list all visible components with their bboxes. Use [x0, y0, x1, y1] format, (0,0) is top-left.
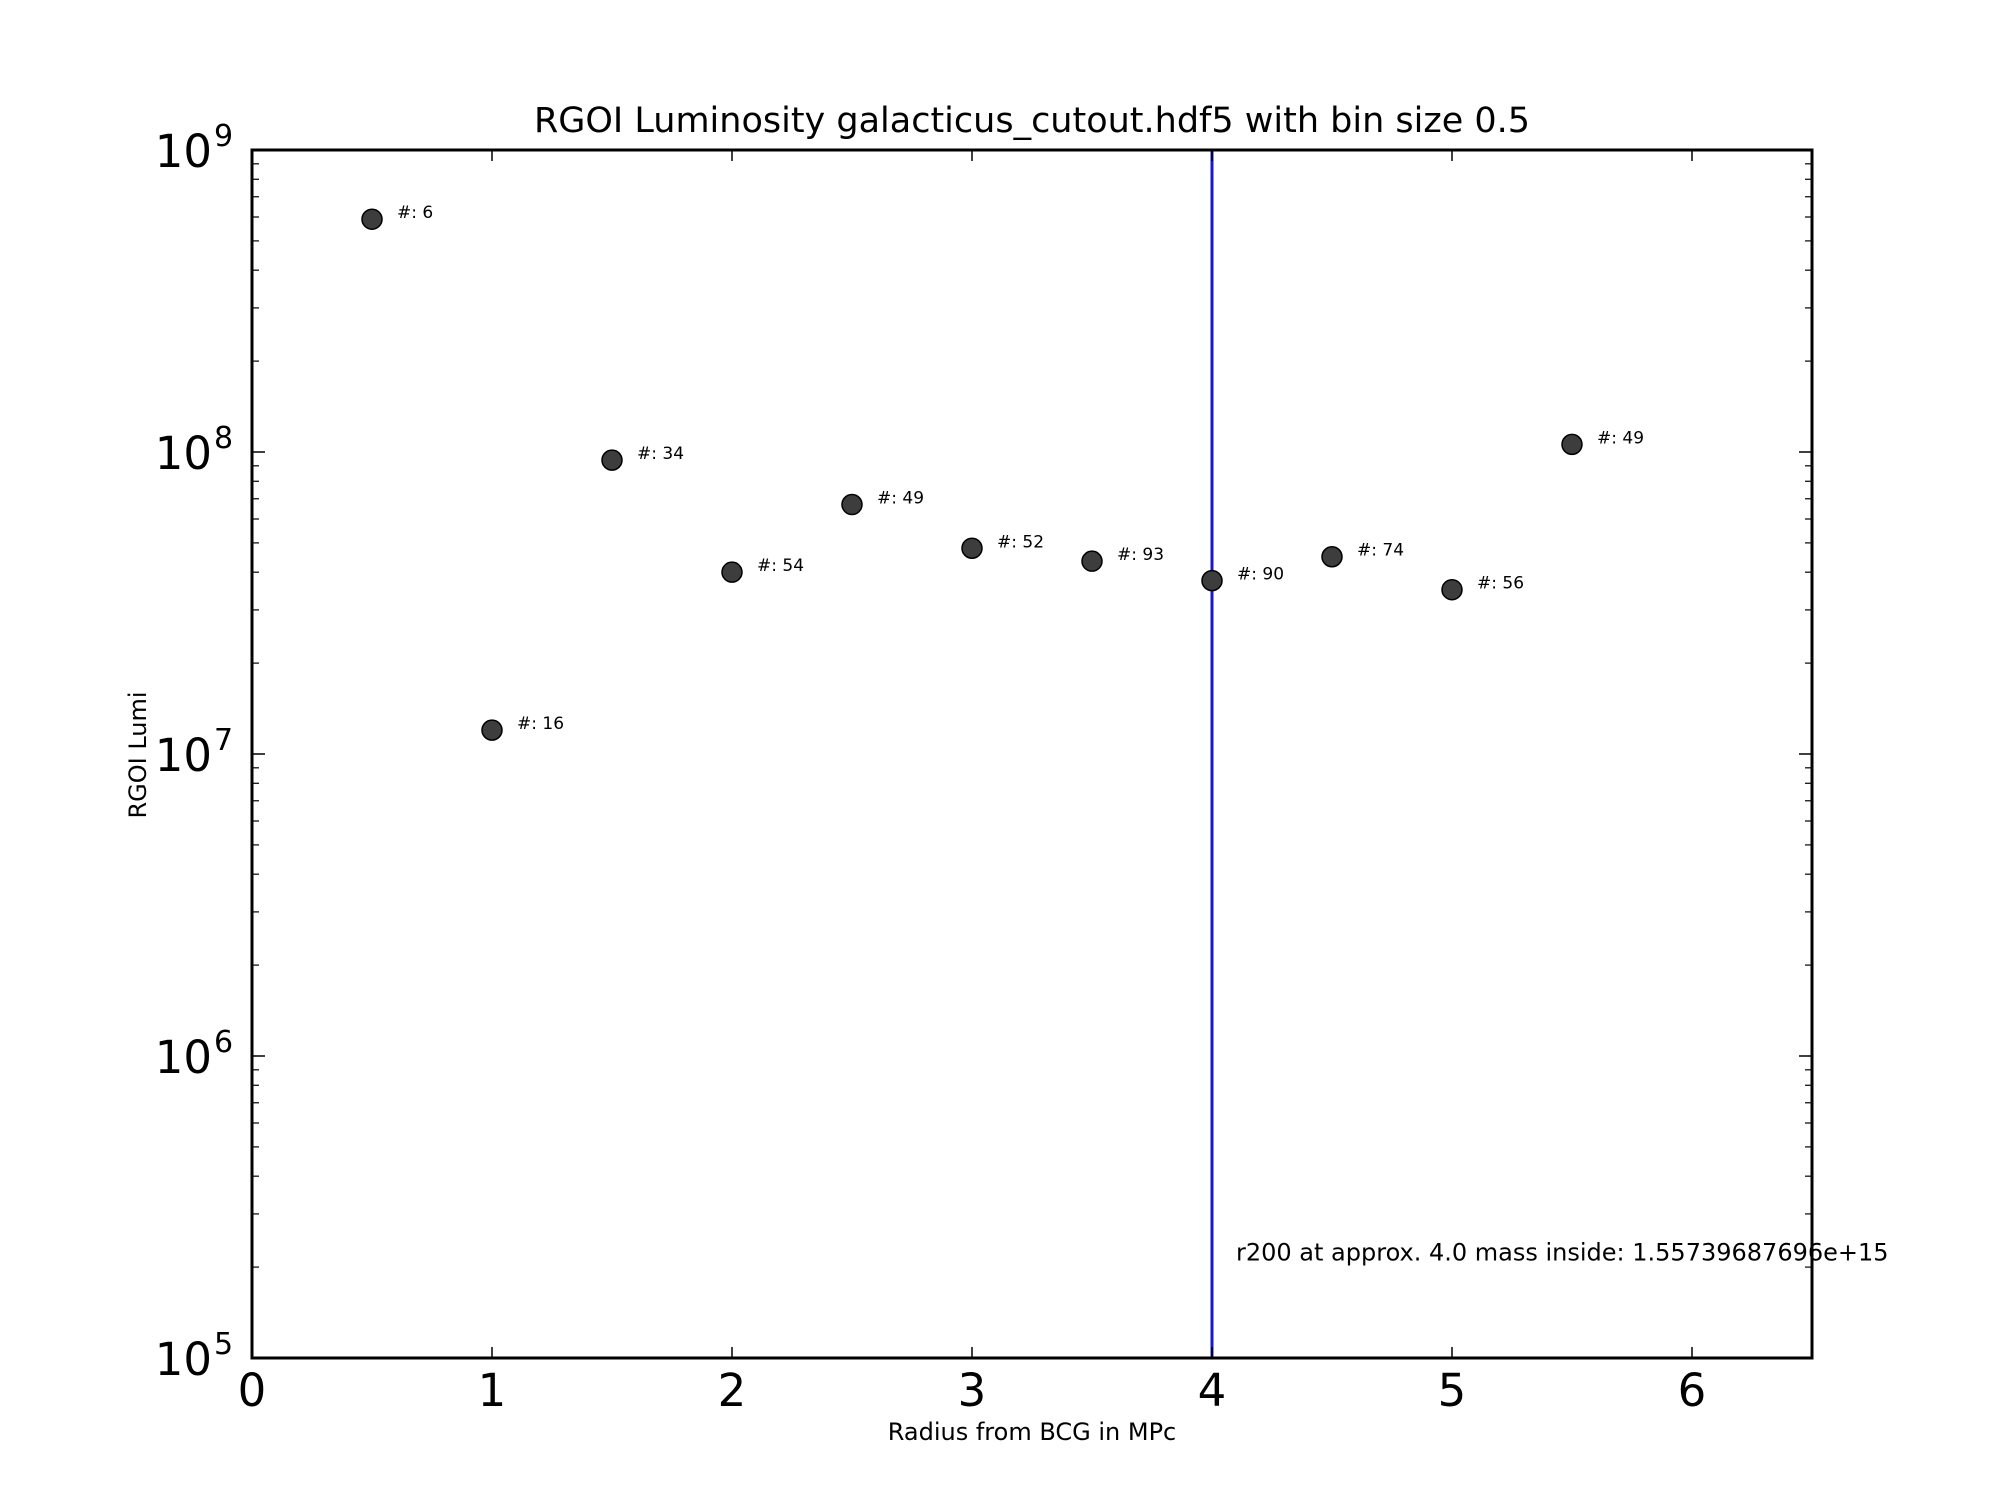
- y-tick-label-base: 10: [155, 125, 212, 178]
- chart-title: RGOI Luminosity galacticus_cutout.hdf5 w…: [534, 101, 1530, 141]
- data-point: [841, 493, 863, 516]
- y-tick-label-exponent: 6: [214, 1025, 233, 1060]
- data-point-label: #: 6: [397, 203, 433, 223]
- data-point: [481, 719, 503, 741]
- y-tick-label-exponent: 7: [214, 723, 233, 758]
- plot-frame: [250, 148, 1814, 1360]
- x-tick-label: 4: [1198, 1364, 1227, 1417]
- data-point: [601, 449, 623, 471]
- data-point-label: #: 74: [1357, 541, 1404, 561]
- data-point-label: #: 93: [1117, 545, 1164, 565]
- data-point: [361, 208, 383, 230]
- x-tick-label: 2: [718, 1364, 747, 1417]
- y-tick-label-exponent: 9: [214, 119, 233, 154]
- y-tick-label-exponent: 5: [214, 1327, 233, 1362]
- x-axis-label: Radius from BCG in MPc: [888, 1418, 1177, 1446]
- y-tick-label-exponent: 8: [214, 421, 233, 456]
- data-point: [1201, 569, 1223, 592]
- data-point-label: #: 90: [1237, 565, 1284, 585]
- data-point: [961, 537, 983, 560]
- x-tick-label: 1: [478, 1364, 507, 1417]
- y-tick-label-base: 10: [155, 1333, 212, 1386]
- data-point-label: #: 49: [1597, 428, 1644, 448]
- data-point: [1321, 545, 1343, 568]
- data-point: [1561, 433, 1583, 456]
- x-tick-label: 3: [958, 1364, 987, 1417]
- data-point: [1081, 550, 1103, 572]
- x-tick-label: 0: [238, 1364, 267, 1417]
- data-point-label: #: 16: [517, 714, 564, 734]
- data-point-label: #: 56: [1477, 574, 1524, 594]
- x-tick-label: 6: [1678, 1364, 1707, 1417]
- x-tick-label: 5: [1438, 1364, 1467, 1417]
- y-tick-label-base: 10: [155, 427, 212, 480]
- data-point-label: #: 52: [997, 532, 1044, 552]
- data-point: [1441, 578, 1463, 601]
- data-point-label: #: 49: [877, 489, 924, 509]
- y-tick-label-base: 10: [155, 1031, 212, 1084]
- data-point-label: #: 54: [757, 556, 804, 576]
- y-tick-label-base: 10: [155, 729, 212, 782]
- data-point: [721, 561, 743, 583]
- y-axis-label: RGOI Lumi: [124, 691, 152, 818]
- data-point-label: #: 34: [637, 444, 684, 464]
- r200-annotation: r200 at approx. 4.0 mass inside: 1.55739…: [1236, 1239, 1889, 1267]
